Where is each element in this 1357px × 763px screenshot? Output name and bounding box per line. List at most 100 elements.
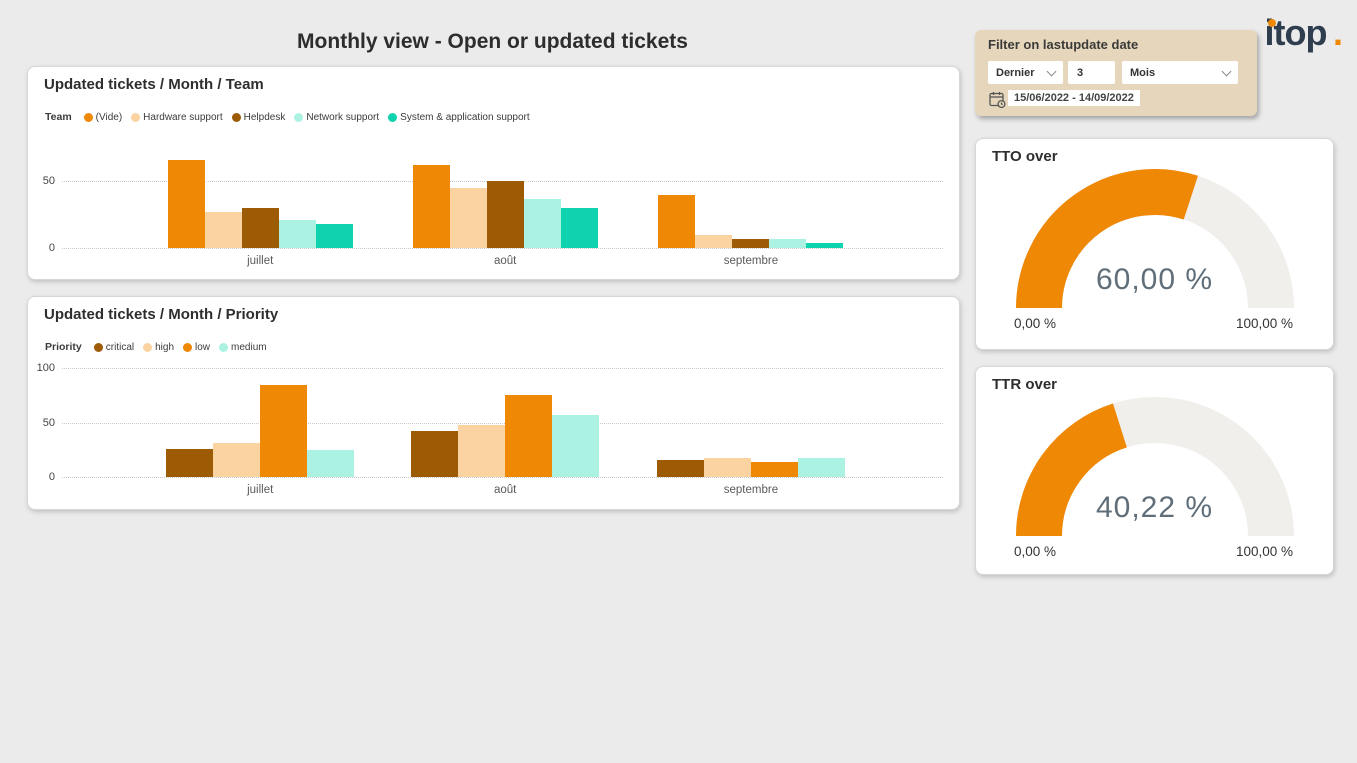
bar-medium-ao-t[interactable] [552,414,600,477]
legend-label: medium [231,341,267,353]
legend-label: Network support [306,111,380,123]
legend-dot-icon [294,112,304,122]
bar-critical-ao-t[interactable] [411,431,459,477]
filter-panel: Filter on lastupdate date Dernier Mois 1… [975,30,1257,116]
bar-high-septembre[interactable] [703,458,751,477]
gauge-max-label: 100,00 % [1235,316,1293,331]
chevron-down-icon [1046,66,1057,76]
legend-label: critical [105,341,135,353]
legend-dot-icon [83,112,93,122]
legend-label: System & application support [400,111,530,123]
itop-logo: itop . [1265,12,1343,62]
y-axis-tick: 50 [42,175,55,188]
bar-hardware-support-ao-t[interactable] [449,187,487,248]
legend-dot-icon [93,342,103,352]
bar-helpdesk-juillet[interactable] [241,207,279,248]
bar-hardware-support-septembre[interactable] [695,234,733,248]
legend-label: Hardware support [143,111,223,123]
gauge-min-label: 0,00 % [1014,544,1057,559]
bar-vide-septembre[interactable] [658,194,696,248]
legend-title: Team [45,111,72,123]
bar-low-septembre[interactable] [750,461,798,477]
bar-network-support-juillet[interactable] [278,219,316,248]
date-range-value[interactable]: 15/06/2022 - 14/09/2022 [1008,90,1140,106]
bar-plot: 0 50 100 juillet août septembre [37,362,943,496]
bar-critical-juillet[interactable] [166,448,214,477]
gauge-title: TTR over [992,376,1058,393]
legend-label: (Vide) [95,111,123,123]
page-title: Monthly view - Open or updated tickets [297,30,688,53]
itop-logo-i-dot-icon [1267,19,1276,27]
legend-title: Priority [45,341,82,353]
unit-select[interactable]: Mois [1122,61,1238,84]
legend-dot-icon [231,112,241,122]
bar-high-juillet[interactable] [213,443,261,477]
gridline [62,248,943,249]
y-axis-tick: 100 [36,362,55,374]
legend-label: high [155,341,175,353]
legend-item-medium[interactable]: medium [219,342,267,353]
count-input[interactable] [1068,61,1115,84]
bar-critical-septembre[interactable] [656,459,704,477]
y-axis-tick: 0 [48,471,55,483]
itop-logo-period: . [1332,12,1343,53]
bar-low-juillet[interactable] [260,385,308,477]
bar-medium-juillet[interactable] [307,449,355,477]
legend-dot-icon [143,342,153,352]
unit-select-value: Mois [1130,66,1156,79]
legend-item-network-support[interactable]: Network support [294,112,379,123]
gauge-chart [1016,169,1294,309]
x-axis-label: juillet [247,484,274,496]
bar-vide-juillet[interactable] [167,159,205,248]
bar-hardware-support-juillet[interactable] [204,211,242,248]
bar-medium-septembre[interactable] [797,458,845,477]
legend-dot-icon [183,342,193,352]
range-select-value: Dernier [996,66,1035,79]
gridline [62,477,943,478]
gauge-min-label: 0,00 % [1014,316,1057,331]
bar-network-support-septembre[interactable] [769,238,807,248]
y-axis-tick: 50 [42,416,55,429]
bar-helpdesk-septembre[interactable] [732,238,770,248]
card-ttr-gauge: TTR over 40,22 % 0,00 % 100,00 % [975,366,1334,575]
y-axis-tick: 0 [48,242,55,254]
bar-vide-ao-t[interactable] [412,165,450,248]
x-axis-label: septembre [723,255,779,267]
legend-item-critical[interactable]: critical [93,341,135,353]
gauge-chart [1016,397,1294,537]
x-axis-label: août [493,255,517,267]
bar-system-application-support-ao-t[interactable] [560,207,598,248]
chart-legend: Team (Vide) Hardware support Helpdesk Networ… [45,111,530,123]
gridline [62,368,943,369]
bar-system-application-support-juillet[interactable] [315,223,353,248]
legend-dot-icon [388,112,398,122]
legend-item-vide[interactable]: (Vide) [83,111,123,123]
legend-item-high[interactable]: high [143,342,174,353]
legend-item-system-application-support[interactable]: System & application support [388,112,530,123]
legend-dot-icon [219,342,229,352]
legend-label: Helpdesk [243,111,286,123]
x-axis-label: juillet [247,255,274,267]
filter-panel-title: Filter on lastupdate date [988,37,1139,52]
card-tto-gauge: TTO over 60,00 % 0,00 % 100,00 % [975,138,1334,350]
bar-helpdesk-ao-t[interactable] [486,181,524,248]
gauge-max-label: 100,00 % [1235,544,1293,559]
legend-item-low[interactable]: low [183,342,210,353]
legend-label: low [195,341,211,353]
bar-low-ao-t[interactable] [505,395,553,477]
legend-dot-icon [131,112,141,122]
card-updated-tickets-priority: Updated tickets / Month / Priority Prior… [27,296,960,510]
bar-system-application-support-septembre[interactable] [806,242,844,248]
legend-item-hardware-support[interactable]: Hardware support [131,111,223,123]
calendar-icon [989,91,1006,109]
chart-title: Updated tickets / Month / Team [44,76,264,93]
bar-network-support-ao-t[interactable] [523,198,561,248]
gridline [62,422,943,424]
gauge-value-label: 60,00 % [1095,263,1214,296]
itop-logo-text: itop [1264,12,1328,53]
legend-item-helpdesk[interactable]: Helpdesk [231,111,286,123]
gauge-value-label: 40,22 % [1095,491,1214,524]
range-select[interactable]: Dernier [988,61,1063,84]
bar-high-ao-t[interactable] [458,424,506,477]
